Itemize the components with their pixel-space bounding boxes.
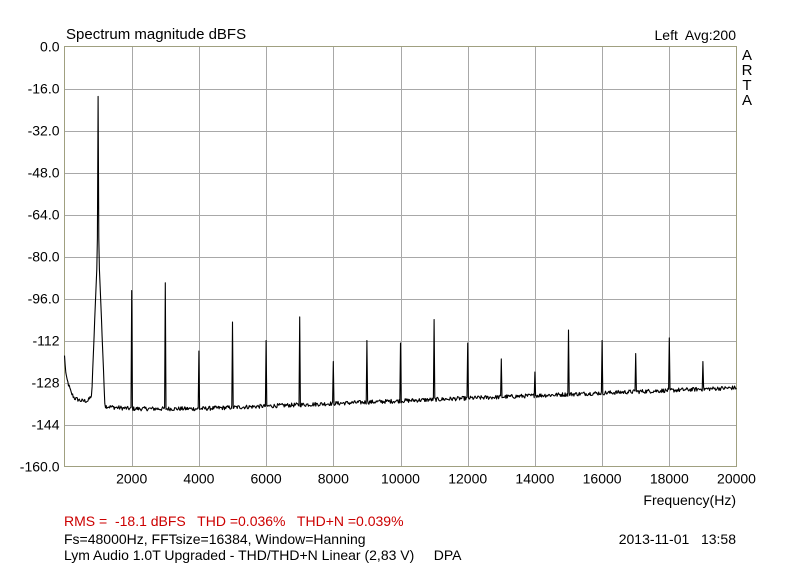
y-tick-label: -32.0 bbox=[28, 123, 60, 139]
y-tick-label: -16.0 bbox=[28, 81, 60, 97]
x-tick-label: 6000 bbox=[251, 471, 282, 487]
x-tick-label: 8000 bbox=[318, 471, 349, 487]
x-tick-label: 14000 bbox=[515, 471, 554, 487]
grid bbox=[64, 46, 737, 467]
y-tick-label: -96.0 bbox=[28, 291, 60, 307]
y-tick-label: -64.0 bbox=[28, 207, 60, 223]
arta-brand-letter: A bbox=[742, 47, 752, 64]
arta-brand-letter: A bbox=[742, 92, 752, 109]
x-tick-label: 12000 bbox=[448, 471, 487, 487]
y-axis-ticks: 0.0 -16.0 -32.0 -48.0 -64.0 -80.0 -96.0 -112 -12… bbox=[20, 39, 60, 475]
x-tick-label: 10000 bbox=[381, 471, 420, 487]
y-tick-label: -80.0 bbox=[28, 249, 60, 265]
x-tick-label: 20000 bbox=[717, 471, 756, 487]
spectrum-trace-group bbox=[63, 95, 737, 412]
spectrum-trace bbox=[63, 95, 737, 412]
y-tick-label: 0.0 bbox=[40, 39, 60, 55]
measurement-summary: RMS = -18.1 dBFS THD =0.036% THD+N =0.03… bbox=[64, 513, 404, 529]
arta-brand-letter: T bbox=[742, 77, 751, 94]
y-tick-label: -112 bbox=[33, 333, 60, 349]
y-tick-label: -48.0 bbox=[28, 165, 60, 181]
y-tick-label: -144 bbox=[31, 417, 59, 433]
plot-area-border bbox=[64, 46, 737, 467]
analysis-settings: Fs=48000Hz, FFTsize=16384, Window=Hannin… bbox=[64, 531, 366, 547]
y-tick-label: -160.0 bbox=[20, 459, 60, 475]
x-axis-ticks: 2000 4000 6000 8000 10000 12000 14000 16000 1800… bbox=[116, 471, 756, 487]
measurement-description: Lym Audio 1.0T Upgraded - THD/THD+N Line… bbox=[64, 547, 462, 563]
x-tick-label: 18000 bbox=[650, 471, 689, 487]
x-tick-label: 4000 bbox=[183, 471, 214, 487]
y-tick-label: -128 bbox=[31, 375, 59, 391]
measurement-datetime: 2013-11-01 13:58 bbox=[618, 531, 736, 547]
x-tick-label: 16000 bbox=[583, 471, 622, 487]
x-tick-label: 2000 bbox=[116, 471, 147, 487]
arta-brand-letter: R bbox=[742, 62, 753, 79]
channel-average-info: Left Avg:200 bbox=[654, 27, 736, 43]
chart-title: Spectrum magnitude dBFS bbox=[66, 26, 247, 43]
x-axis-label: Frequency(Hz) bbox=[643, 492, 736, 508]
